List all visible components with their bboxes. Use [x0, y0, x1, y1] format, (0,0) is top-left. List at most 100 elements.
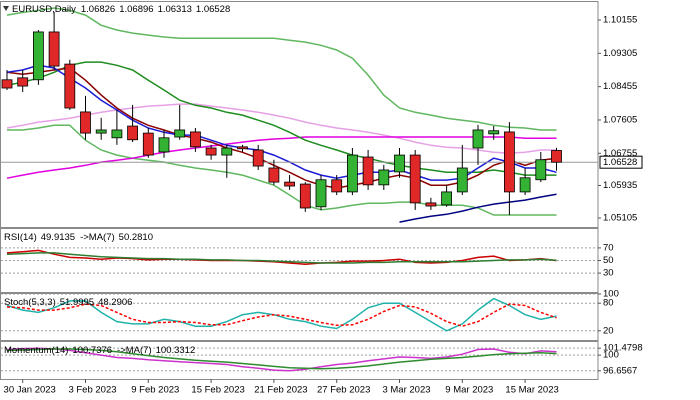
chart-title: EURUSD,Daily	[12, 4, 76, 15]
y-tick-label: 1.10155	[603, 15, 637, 26]
candle-body	[535, 159, 547, 181]
candle-body	[48, 31, 60, 67]
y-tick-label: 96.6567	[603, 365, 637, 376]
candle-body	[299, 183, 311, 209]
indicator-header: RSI(14) 49.9135 ->MA(7) 50.2810	[4, 232, 153, 243]
series-line	[6, 252, 557, 264]
candle-body	[441, 191, 453, 206]
candle-body	[127, 125, 138, 141]
y-tick-label: 101.4798	[603, 343, 643, 354]
series-line	[6, 249, 557, 266]
indicator-value: 51.9995	[60, 297, 94, 308]
candle-body	[362, 156, 374, 186]
indicator-value: 100.7376	[72, 345, 112, 356]
x-tick-label: 9 Mar 2023	[445, 385, 493, 396]
candle-body	[64, 63, 76, 109]
ohlc-high: 1.06896	[119, 4, 153, 15]
candle-body	[519, 177, 531, 193]
panel-plot	[1, 7, 598, 223]
x-tick-label: 15 Mar 2023	[505, 385, 558, 396]
x-tick-label: 3 Feb 2023	[68, 385, 116, 396]
ohlc-low: 1.06313	[158, 4, 192, 15]
y-tick-label: 50	[603, 255, 614, 266]
ohlc-close: 1.06528	[196, 4, 230, 15]
candle-body	[95, 129, 107, 134]
indicator-name: Stoch(5,3,3)	[4, 297, 56, 308]
indicator-name: ->MA(7)	[80, 232, 115, 243]
candle-body	[142, 132, 154, 156]
y-tick-label: 1.08455	[603, 81, 637, 92]
candle-body	[456, 167, 468, 193]
y-tick-label: 100	[603, 289, 619, 300]
series-line	[6, 297, 557, 332]
candle-body	[284, 181, 296, 187]
indicator-name: RSI(14)	[4, 232, 37, 243]
indicator-value: 48.2906	[98, 297, 132, 308]
stoch-panel-frame	[0, 293, 599, 341]
indicator-value: 49.9135	[41, 232, 75, 243]
series-line	[399, 193, 557, 223]
candle-body	[189, 131, 201, 148]
candle-body	[17, 77, 29, 87]
candle-body	[425, 202, 437, 207]
candle-body	[221, 147, 233, 156]
series-line	[6, 303, 557, 327]
y-tick-label: 30	[603, 268, 614, 279]
indicator-name: Momentum(14)	[4, 345, 68, 356]
y-tick-label: 20	[603, 325, 614, 336]
candle-body	[237, 146, 248, 150]
candle-body	[551, 150, 562, 163]
panel-plot	[1, 347, 598, 372]
candle-body	[205, 147, 217, 156]
x-tick-label: 9 Feb 2023	[131, 385, 179, 396]
header-icon	[3, 6, 9, 11]
panel-plot	[1, 294, 598, 332]
candle-body	[409, 154, 421, 204]
candle-body	[268, 167, 280, 183]
candle-body	[472, 129, 484, 149]
main-panel-frame	[0, 1, 599, 228]
current-price-label: 1.06528	[603, 157, 637, 168]
candle-body	[33, 31, 44, 81]
candle-body	[315, 179, 327, 208]
y-tick-label: 1.09305	[603, 48, 637, 59]
plot-layer: 1.05105 1.05935 1.06755 1.07605 1.08455 1.093…	[1, 7, 643, 396]
series-line	[6, 103, 557, 154]
candle-body	[252, 149, 264, 167]
panel-plot	[1, 247, 598, 274]
indicator-name: ->MA(7)	[117, 345, 152, 356]
candle-body	[378, 169, 390, 186]
current-price-box	[599, 155, 643, 169]
series-line	[6, 7, 557, 131]
series-line	[6, 348, 557, 370]
series-line	[7, 124, 557, 216]
y-tick-label: 1.06755	[603, 148, 637, 159]
y-tick-label: 70	[603, 242, 614, 253]
candle-body	[331, 179, 343, 193]
candle-body	[503, 131, 515, 193]
y-tick-label: 100	[603, 350, 619, 361]
x-tick-label: 15 Feb 2023	[191, 385, 244, 396]
candle-body	[488, 130, 500, 135]
candle-body	[394, 154, 405, 173]
y-tick-label: 1.07605	[603, 114, 637, 125]
candle-body	[80, 111, 91, 134]
momentum-panel-frame	[0, 341, 599, 380]
candle-body	[346, 154, 358, 193]
series-line	[6, 347, 557, 372]
indicator-value: 100.3312	[156, 345, 196, 356]
y-tick-label: 80	[603, 298, 614, 309]
x-tick-label: 21 Feb 2023	[254, 385, 307, 396]
chart-header: EURUSD,Daily 1.06826 1.06896 1.06313 1.06528	[12, 4, 230, 15]
x-tick-label: 27 Feb 2023	[317, 385, 370, 396]
candle-body	[174, 129, 186, 138]
x-tick-label: 30 Jan 2023	[4, 385, 56, 396]
candle-body	[111, 129, 123, 139]
indicator-header: Stoch(5,3,3) 51.9995 48.2906	[4, 297, 132, 308]
x-tick-label: 3 Mar 2023	[382, 385, 430, 396]
indicator-value: 50.2810	[119, 232, 153, 243]
ohlc-open: 1.06826	[81, 4, 115, 15]
candle-body	[158, 137, 170, 153]
